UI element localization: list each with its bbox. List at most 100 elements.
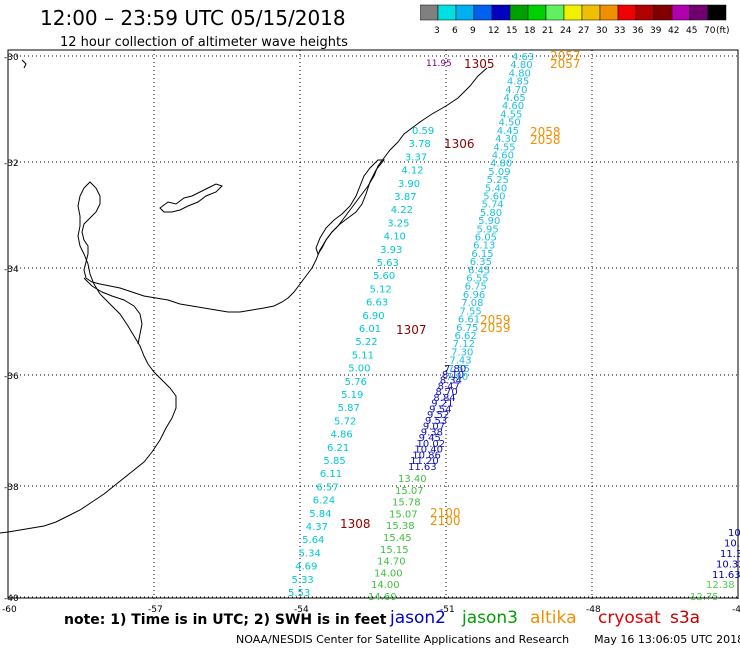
color-swatch [599,4,619,21]
wave-height-value: 6.24 [313,496,335,507]
wave-height-value: 5.22 [355,337,377,348]
wave-height-value: 7.12 [453,339,475,350]
wave-height-value: 6.01 [359,324,381,335]
color-tick-label: 9 [470,26,476,36]
wave-height-value: 5.34 [299,548,321,559]
wave-height-value: 9.53 [425,416,447,427]
lat-label: -30 [4,53,19,63]
wave-height-value: 6.55 [466,274,488,285]
wave-height-value: 5.63 [377,258,399,269]
wave-height-value: 5.64 [302,535,324,546]
altimeter-tracks: 0.59 3.78 3.37 4.12 3.90 3.87 4.22 3.25 4.10 3.93… [288,52,740,603]
wave-height-value: 4.55 [493,142,515,153]
wave-height-value: 4.60 [502,101,524,112]
wave-height-value: 7.30 [451,347,473,358]
satellite-legend-s3a: s3a [670,608,701,628]
wave-height-value: 4.22 [391,205,413,216]
wave-height-value: 6.96 [463,290,485,301]
color-tick-label: 21 [542,26,553,36]
wave-height-value: 3.90 [398,179,420,190]
wave-height-value: 15.38 [386,521,415,532]
orbit-number-label: 1307 [396,323,427,337]
orbit-number-label: 2100 [430,506,461,520]
wave-height-value: 0.59 [412,126,434,137]
orbit-number-label: 2057 [550,57,581,71]
credit-text: NOAA/NESDIS Center for Satellite Applica… [236,633,570,646]
wave-height-value: 5.76 [345,377,367,388]
wave-height-value: 6.15 [471,249,493,260]
wave-height-value: 3.78 [408,139,430,150]
island-path [21,59,27,69]
map-title: 12:00 – 23:59 UTC 05/15/2018 [40,6,346,30]
wave-height-value: 7.43 [449,356,471,367]
color-tick-label: 15 [506,26,517,36]
color-tick-label: 18 [524,26,536,36]
wave-height-value: 4.12 [401,166,423,177]
wave-height-value: 7.55 [448,364,470,375]
wave-height-value: 14.70 [377,557,406,568]
wave-height-value: 3.93 [380,245,402,256]
wave-height-value: 5.80 [480,208,502,219]
map-frame [7,49,739,599]
color-tick-label: 33 [614,26,625,36]
satellite-legend-jason2: jason2 [390,608,446,628]
wave-height-value: 7.08 [461,298,483,309]
lon-label: -51 [440,605,455,615]
satellite-legend-jason3: jason3 [462,608,518,628]
lon-label: -60 [2,605,17,615]
color-tick-label: 3 [434,26,440,36]
color-swatch [707,4,727,21]
wave-height-value: 15.45 [383,533,412,544]
wave-height-value: 4.63 [512,52,534,63]
wave-height-value: 7.80 [444,364,466,375]
orbit-number-label: 2059 [480,313,511,327]
wave-height-value: 4.80 [509,68,531,79]
wave-height-value: 6.35 [470,257,492,268]
wave-height-value: 8.34 [440,376,462,387]
lat-label: -36 [4,372,19,382]
orbit-number-label: 2100 [430,514,461,528]
wave-height-value: 5.33 [292,575,314,586]
color-tick-label: 36 [632,26,644,36]
wave-height-value: 4.55 [500,109,522,120]
wave-height-value: 7.80 [446,372,468,383]
wave-height-value: 5.00 [348,364,370,375]
color-scale-legend: 3 6 9 12 15 18 21 24 27 30 33 36 39 42 45 70 (ft) [420,4,730,36]
wave-height-value: 3.87 [394,192,416,203]
wave-height-value: 6.05 [475,233,497,244]
wave-height-value: 6.62 [454,331,476,342]
color-tick-label: 45 [686,26,697,36]
wave-height-value: 4.86 [331,430,353,441]
wave-height-value: 4.69 [295,562,317,573]
wave-height-value: 4.10 [384,232,406,243]
footer-note: note: 1) Time is in UTC; 2) SWH is in fe… [64,612,387,628]
wave-height-value: 6.61 [458,315,480,326]
wave-height-value: 5.74 [482,200,504,211]
wave-height-value: 4.45 [497,126,519,137]
color-swatch [455,4,475,21]
wave-height-value: 5.95 [476,224,498,235]
wave-height-value: 5.40 [485,183,507,194]
wave-height-value: 10.86 [412,450,441,461]
wave-height-value: 6.45 [468,265,490,276]
color-swatch [581,4,601,21]
wave-height-value: 8.84 [433,393,455,404]
color-swatch [437,4,457,21]
color-tick-label: 6 [452,26,458,36]
wave-height-value: 6.75 [456,323,478,334]
wave-height-value: 5.12 [369,284,391,295]
wave-height-value: 11.63 [408,462,437,473]
wave-height-value: 5.72 [334,416,356,427]
color-swatch [491,4,511,21]
color-swatch [563,4,583,21]
wave-height-value: 6.75 [465,282,487,293]
color-tick-label: 42 [668,26,679,36]
wave-height-value: 4.60 [492,150,514,161]
color-swatch [527,4,547,21]
color-swatch [420,4,439,21]
wave-height-value: 10.02 [416,439,445,450]
orbit-number-label: 2058 [530,133,561,147]
wave-height-value: 14.00 [371,580,400,591]
color-tick-label: (ft) [716,26,730,36]
